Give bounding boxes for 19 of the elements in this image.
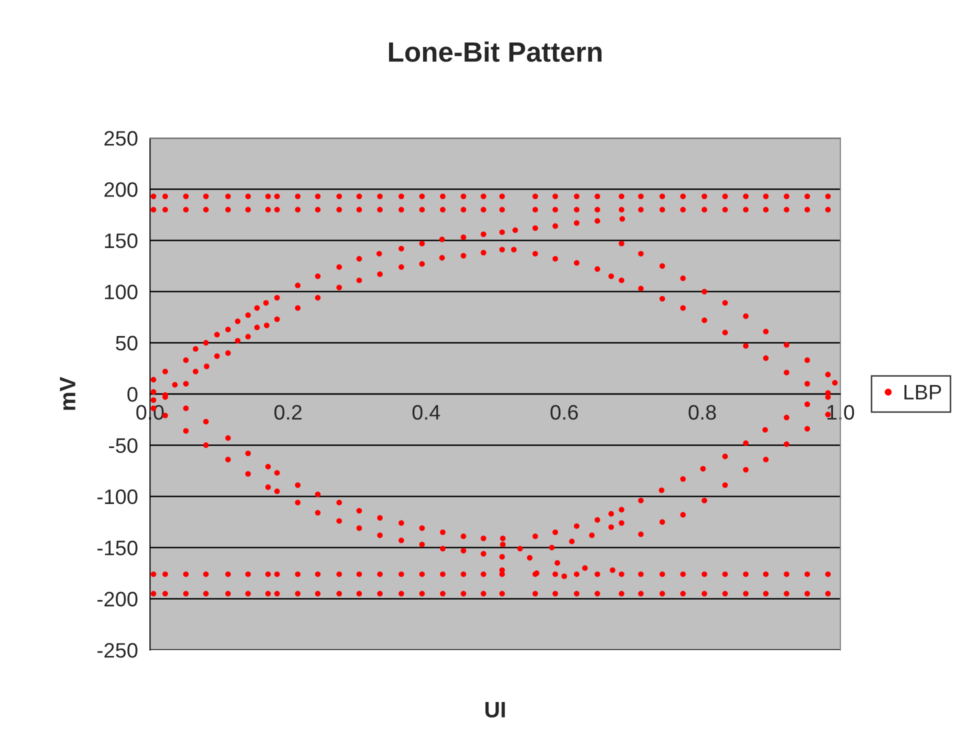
y-tick-label: -200	[97, 592, 138, 607]
y-tick-label: 150	[105, 233, 138, 248]
y-tick-label: 0	[127, 387, 138, 402]
y-tick-label: -100	[97, 489, 138, 504]
y-tick-label: -250	[97, 642, 138, 658]
y-tick-label: 250	[104, 131, 138, 146]
y-axis-title: mV	[60, 376, 76, 410]
y-tick-label: 50	[116, 336, 138, 351]
x-tick-label: 0.4	[412, 404, 440, 420]
y-tick-label: 100	[105, 284, 138, 300]
x-tick-label: 0.6	[550, 404, 578, 420]
x-tick-label: 0.2	[274, 404, 302, 420]
y-tick-label: 200	[104, 182, 138, 197]
x-tick-label: 0.8	[688, 404, 716, 420]
chart-title: Lone-Bit Pattern	[389, 41, 602, 62]
x-axis-title: UI	[485, 702, 505, 718]
legend-label: LBP	[904, 385, 942, 400]
y-tick-label: -150	[97, 540, 138, 556]
y-tick-label: -50	[109, 438, 138, 453]
